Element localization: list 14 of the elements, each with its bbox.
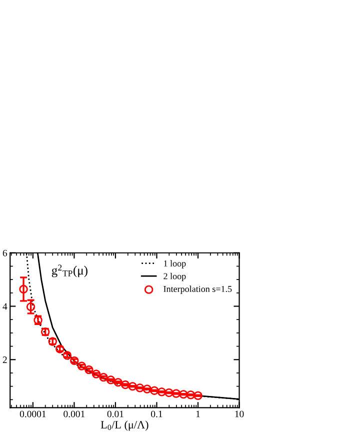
x-axis-title: L$_{0}$/L (μ/Λ)	[100, 420, 148, 431]
x-tick-label: 0.1	[151, 410, 162, 418]
legend-label: Interpolation s=1.5	[164, 286, 232, 294]
x-tick-label: 0.001	[64, 410, 85, 418]
x-tick-label: 10	[235, 410, 244, 418]
legend-label: 2 loop	[164, 272, 186, 282]
y-tick-label: 6	[2, 250, 8, 256]
legend-label: 1 loop	[164, 260, 186, 268]
y-tick-label: 4	[2, 303, 8, 310]
annotation: g$^{2}$$_{TP}$(μ)	[52, 264, 88, 278]
x-tick-label: 1	[196, 410, 200, 418]
x-tick-label: 0.0001	[20, 410, 46, 418]
x-tick-label: 0.01	[107, 410, 124, 418]
y-tick-label: 2	[2, 356, 7, 363]
